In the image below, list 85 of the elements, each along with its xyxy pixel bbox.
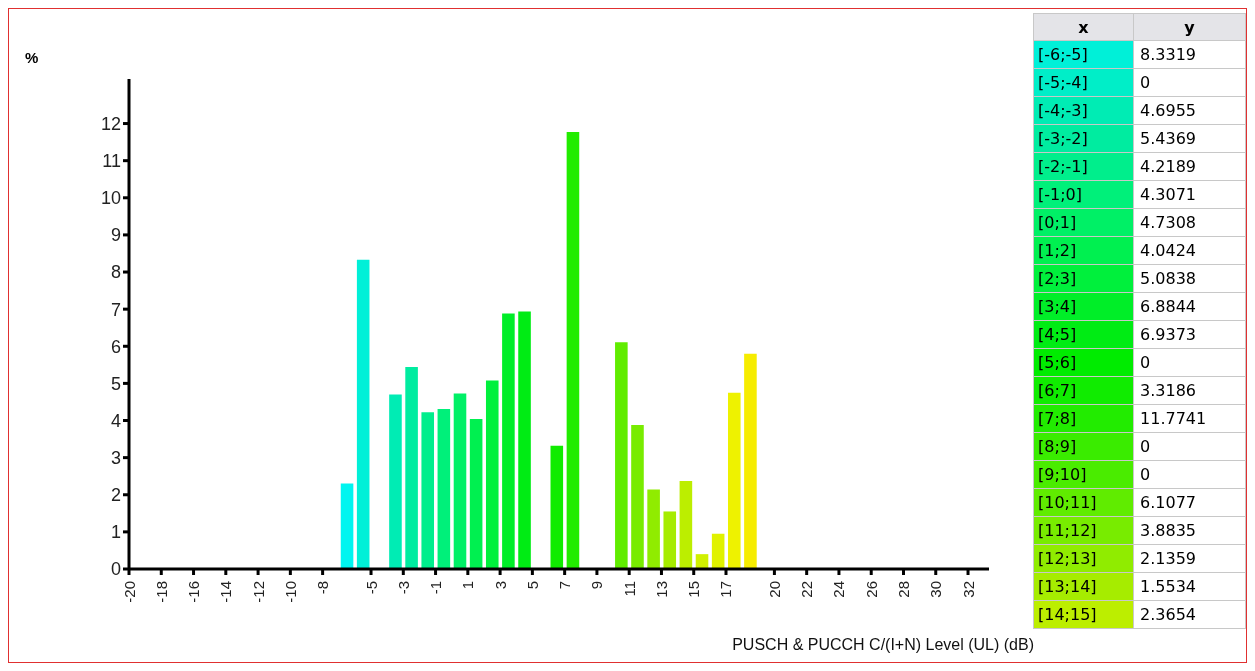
category-label: [7;8] xyxy=(1033,404,1134,433)
y-axis-title: % xyxy=(25,49,39,66)
x-tick-label: -1 xyxy=(427,581,445,595)
x-tick-label: 30 xyxy=(927,581,945,598)
data-label: 6.8844 xyxy=(1133,292,1246,321)
x-tick-label: -3 xyxy=(394,581,412,595)
category-label: [5;6] xyxy=(1033,348,1134,377)
x-tick-label: -20 xyxy=(120,581,138,603)
data-label: 4.2189 xyxy=(1133,152,1246,181)
y-tick-label: 0 xyxy=(110,559,121,580)
data-label: 8.3319 xyxy=(1133,40,1246,69)
data-label: 4.6955 xyxy=(1133,96,1246,125)
x-tick-label: 11 xyxy=(620,581,638,597)
y-tick-label: 5 xyxy=(110,373,121,394)
category-label: [6;7] xyxy=(1033,376,1134,405)
data-label: 0 xyxy=(1133,348,1246,377)
category-label: [-5;-4] xyxy=(1033,68,1134,97)
category-label: [12;13] xyxy=(1033,544,1134,573)
x-tick-label: 15 xyxy=(685,581,703,598)
data-label: 11.7741 xyxy=(1133,404,1246,433)
category-label: [-1;0] xyxy=(1033,180,1134,209)
x-tick-label: 5 xyxy=(523,581,541,590)
category-label: [14;15] xyxy=(1033,600,1134,629)
category-label: [2;3] xyxy=(1033,264,1134,293)
y-tick-label: 1 xyxy=(110,522,121,543)
x-tick-label: 22 xyxy=(798,581,816,598)
y-tick-label: 4 xyxy=(110,410,121,431)
y-tick-label: 3 xyxy=(110,448,121,469)
category-label: [8;9] xyxy=(1033,432,1134,461)
category-label: [1;2] xyxy=(1033,236,1134,265)
x-tick-label: -10 xyxy=(281,581,299,603)
y-tick-label: 11 xyxy=(102,151,121,172)
y-tick-label: 12 xyxy=(100,113,121,134)
x-tick-label: 13 xyxy=(652,581,670,598)
x-tick-label: 26 xyxy=(862,581,880,598)
category-label: [-2;-1] xyxy=(1033,152,1134,181)
category-label: [13;14] xyxy=(1033,572,1134,601)
data-label: 0 xyxy=(1133,460,1246,489)
category-label: [-6;-5] xyxy=(1033,40,1134,69)
category-label: [10;11] xyxy=(1033,488,1134,517)
x-tick-label: -12 xyxy=(249,581,267,603)
data-label: 6.9373 xyxy=(1133,320,1246,349)
text: y xyxy=(1133,13,1246,41)
y-tick-label: 9 xyxy=(110,225,121,246)
x-tick-label: 7 xyxy=(556,581,574,590)
x-tick-label: 17 xyxy=(717,581,735,598)
x-tick-label: -16 xyxy=(185,581,203,603)
data-label: 0 xyxy=(1133,68,1246,97)
x-tick-label: 9 xyxy=(588,581,606,590)
data-label: 4.7308 xyxy=(1133,208,1246,237)
x-tick-label: -8 xyxy=(314,581,332,595)
x-tick-label: -14 xyxy=(217,581,235,603)
data-label: 5.0838 xyxy=(1133,264,1246,293)
x-tick-label: 32 xyxy=(959,581,977,598)
y-tick-label: 2 xyxy=(110,485,121,506)
x-axis-title: PUSCH & PUCCH C/(I+N) Level (UL) (dB) xyxy=(732,636,1034,654)
data-label: 4.0424 xyxy=(1133,236,1246,265)
data-label: 3.8835 xyxy=(1133,516,1246,545)
y-tick-label: 8 xyxy=(110,262,121,283)
data-label: 2.3654 xyxy=(1133,600,1246,629)
category-label: [4;5] xyxy=(1033,320,1134,349)
category-label: [-3;-2] xyxy=(1033,124,1134,153)
x-tick-label: -18 xyxy=(152,581,170,603)
data-label: 5.4369 xyxy=(1133,124,1246,153)
y-tick-label: 7 xyxy=(110,299,121,320)
category-label: [-4;-3] xyxy=(1033,96,1134,125)
x-tick-label: 3 xyxy=(491,581,509,590)
x-tick-label: 24 xyxy=(830,581,848,598)
data-label: 2.1359 xyxy=(1133,544,1246,573)
category-label: [11;12] xyxy=(1033,516,1134,545)
data-label: 0 xyxy=(1133,432,1246,461)
data-label: 6.1077 xyxy=(1133,488,1246,517)
data-label: 4.3071 xyxy=(1133,180,1246,209)
y-tick-label: 6 xyxy=(110,336,121,357)
data-label: 1.5534 xyxy=(1133,572,1246,601)
category-label: [9;10] xyxy=(1033,460,1134,489)
x-tick-label: 1 xyxy=(459,581,477,590)
x-tick-label: 28 xyxy=(894,581,912,598)
category-label: [0;1] xyxy=(1033,208,1134,237)
category-label: [3;4] xyxy=(1033,292,1134,321)
x-tick-label: 20 xyxy=(765,581,783,598)
data-label: 3.3186 xyxy=(1133,376,1246,405)
text: x xyxy=(1033,13,1134,41)
x-tick-label: -5 xyxy=(362,581,380,595)
y-tick-label: 10 xyxy=(100,188,121,209)
